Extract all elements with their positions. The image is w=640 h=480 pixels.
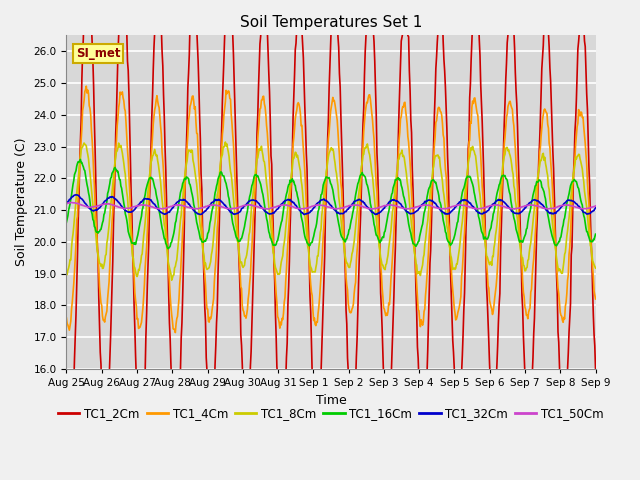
TC1_8Cm xyxy=(209,242,217,248)
TC1_8Cm xyxy=(221,139,229,145)
TC1_16Cm xyxy=(210,201,218,207)
TC1_32Cm xyxy=(181,197,189,203)
TC1_8Cm xyxy=(592,265,600,271)
TC1_2Cm xyxy=(412,287,420,293)
TC1_4Cm xyxy=(83,83,90,89)
TC1_8Cm xyxy=(181,172,189,178)
TC1_8Cm xyxy=(397,151,404,156)
TC1_2Cm xyxy=(72,312,80,318)
TC1_32Cm xyxy=(209,199,217,205)
TC1_32Cm xyxy=(300,212,308,217)
TC1_16Cm xyxy=(592,231,600,237)
TC1_32Cm xyxy=(592,205,600,211)
Line: TC1_32Cm: TC1_32Cm xyxy=(67,195,596,215)
TC1_2Cm xyxy=(397,64,404,70)
TC1_2Cm xyxy=(63,386,70,392)
TC1_2Cm xyxy=(210,401,218,407)
TC1_50Cm xyxy=(63,201,70,206)
X-axis label: Time: Time xyxy=(316,394,346,407)
Text: SI_met: SI_met xyxy=(76,47,120,60)
TC1_50Cm xyxy=(209,202,217,208)
TC1_2Cm xyxy=(592,367,600,372)
TC1_32Cm xyxy=(73,192,81,198)
TC1_2Cm xyxy=(182,167,189,172)
TC1_50Cm xyxy=(127,205,135,211)
TC1_32Cm xyxy=(397,201,404,206)
Line: TC1_50Cm: TC1_50Cm xyxy=(67,203,596,209)
TC1_50Cm xyxy=(592,203,600,209)
TC1_16Cm xyxy=(72,168,80,174)
TC1_4Cm xyxy=(210,296,218,301)
Line: TC1_8Cm: TC1_8Cm xyxy=(67,142,596,280)
TC1_32Cm xyxy=(63,201,70,207)
TC1_16Cm xyxy=(397,178,404,184)
Line: TC1_4Cm: TC1_4Cm xyxy=(67,86,596,333)
TC1_32Cm xyxy=(127,209,135,215)
TC1_16Cm xyxy=(77,156,84,162)
TC1_50Cm xyxy=(396,204,404,210)
Line: TC1_2Cm: TC1_2Cm xyxy=(67,0,596,448)
TC1_50Cm xyxy=(67,200,75,205)
TC1_32Cm xyxy=(412,209,420,215)
TC1_4Cm xyxy=(172,330,179,336)
Title: Soil Temperatures Set 1: Soil Temperatures Set 1 xyxy=(240,15,422,30)
TC1_16Cm xyxy=(164,246,172,252)
TC1_4Cm xyxy=(127,224,135,230)
TC1_16Cm xyxy=(127,239,135,244)
TC1_50Cm xyxy=(181,203,189,209)
TC1_4Cm xyxy=(397,116,404,122)
TC1_50Cm xyxy=(412,204,419,210)
TC1_8Cm xyxy=(127,228,134,234)
TC1_4Cm xyxy=(63,315,70,321)
Y-axis label: Soil Temperature (C): Soil Temperature (C) xyxy=(15,138,28,266)
TC1_8Cm xyxy=(168,277,175,283)
TC1_50Cm xyxy=(73,201,81,206)
TC1_16Cm xyxy=(412,243,420,249)
Legend: TC1_2Cm, TC1_4Cm, TC1_8Cm, TC1_16Cm, TC1_32Cm, TC1_50Cm: TC1_2Cm, TC1_4Cm, TC1_8Cm, TC1_16Cm, TC1… xyxy=(54,402,609,425)
TC1_8Cm xyxy=(72,197,80,203)
Line: TC1_16Cm: TC1_16Cm xyxy=(67,159,596,249)
TC1_32Cm xyxy=(72,192,80,198)
TC1_8Cm xyxy=(63,270,70,276)
TC1_4Cm xyxy=(412,269,420,275)
TC1_4Cm xyxy=(182,168,189,173)
TC1_2Cm xyxy=(172,445,179,451)
TC1_4Cm xyxy=(592,296,600,302)
TC1_16Cm xyxy=(182,177,189,182)
TC1_4Cm xyxy=(72,241,80,247)
TC1_16Cm xyxy=(63,219,70,225)
TC1_8Cm xyxy=(412,261,420,266)
TC1_50Cm xyxy=(511,206,518,212)
TC1_2Cm xyxy=(127,192,135,197)
